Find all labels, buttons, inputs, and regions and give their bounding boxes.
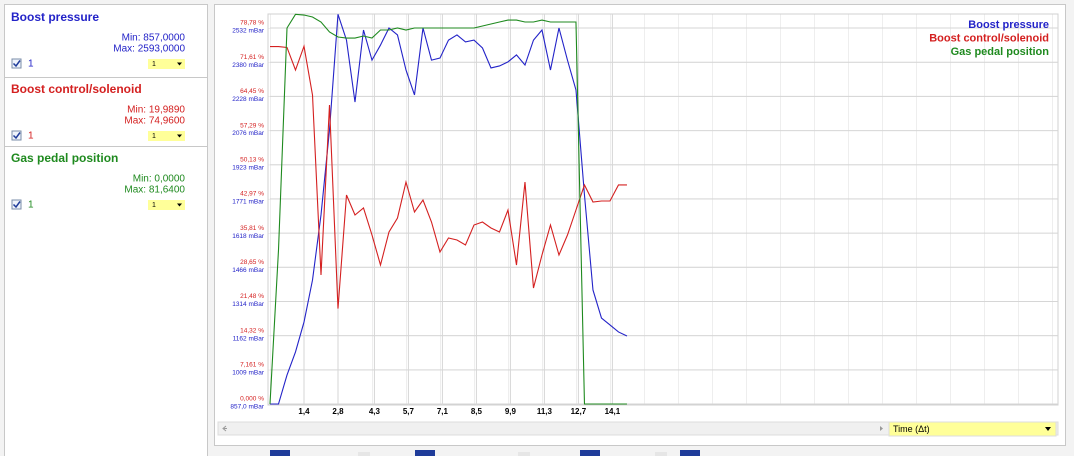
scroll-right-arrow[interactable] [880,426,883,431]
y-tick-label: 28,65 % [240,259,264,266]
x-tick-label: 9,9 [505,407,517,416]
y-tick-label: 78,78 % [240,20,264,27]
checkbox-label: 1 [28,59,34,70]
x-tick-label: 1,4 [298,407,310,416]
checkbox[interactable] [11,58,22,69]
x-tick-label: 5,7 [403,407,415,416]
x-tick-label: 11,3 [537,407,553,416]
y-tick-label: 7,161 % [240,362,264,369]
panel-min: Min: 19,9890 [127,105,185,116]
y-tick-label: 0,000 % [240,396,264,403]
checkbox-check [12,60,21,68]
y-tick-label: 14,32 % [240,327,264,334]
panel-min: Min: 0,0000 [133,174,186,185]
toolbar-icon[interactable] [358,452,370,456]
checkbox-label: 1 [28,200,34,211]
toolbar-icon[interactable] [580,450,600,456]
y2-tick-label: 857,0 mBar [230,404,264,411]
y-tick-label: 21,48 % [240,293,264,300]
dropdown-value: 1 [152,61,156,68]
toolbar-icon[interactable] [680,450,700,456]
y-tick-label: 50,13 % [240,156,264,163]
dropdown-value: 1 [152,202,156,209]
checkbox[interactable] [11,130,22,141]
checkbox-check [12,201,21,209]
panel-max: Max: 81,6400 [124,185,185,196]
checkbox-check [12,132,21,140]
y2-tick-label: 1771 mBar [232,199,265,206]
y2-tick-label: 1466 mBar [232,267,265,274]
panel-min: Min: 857,0000 [122,33,186,44]
left-panel [4,4,208,456]
series-line [269,13,627,405]
dropdown[interactable] [148,59,185,69]
dropdown-arrow [177,62,182,66]
panel-max: Max: 2593,0000 [113,44,185,55]
toolbar-icon[interactable] [415,450,435,456]
y-tick-label: 42,97 % [240,191,264,198]
x-tick-label: 2,8 [332,407,344,416]
y-tick-label: 64,45 % [240,88,264,95]
toolbar-icon[interactable] [655,452,667,456]
dropdown-value: 1 [152,133,156,140]
x-tick-label: 4,3 [369,407,381,416]
scrollbar[interactable] [217,421,1059,436]
y2-tick-label: 2076 mBar [232,130,265,137]
legend-entry: Gas pedal position [951,46,1050,58]
legend-entry: Boost control/solenoid [929,32,1049,44]
y2-tick-label: 1923 mBar [232,164,265,171]
y2-tick-label: 2532 mBar [232,28,265,35]
x-axis-selector[interactable] [888,421,1057,437]
y2-tick-label: 1162 mBar [233,335,265,342]
panel-title: Gas pedal position [11,151,118,165]
y2-tick-label: 1314 mBar [232,301,265,308]
y-tick-label: 57,29 % [240,122,264,129]
x-axis-selector-label: Time (Δt) [893,424,930,434]
y2-tick-label: 1618 mBar [232,233,265,240]
x-tick-label: 8,5 [471,407,483,416]
panel-title: Boost control/solenoid [11,82,142,96]
dropdown-arrow [1045,427,1051,431]
panel-title: Boost pressure [11,10,99,24]
dropdown[interactable] [148,131,185,141]
checkbox[interactable] [11,199,22,210]
dropdown-arrow [177,203,182,207]
y2-tick-label: 2228 mBar [232,96,265,103]
dropdown[interactable] [148,200,185,210]
legend-entry: Boost pressure [968,19,1049,31]
y2-tick-label: 1009 mBar [232,370,265,377]
x-tick-label: 12,7 [571,407,587,416]
y2-tick-label: 2380 mBar [232,62,265,69]
panel-max: Max: 74,9600 [124,116,185,127]
plot-area [267,13,1059,406]
dropdown-arrow [177,134,182,138]
x-tick-label: 7,1 [437,407,449,416]
toolbar-icon[interactable] [270,450,290,456]
scroll-left-arrow[interactable] [222,425,227,432]
y-tick-label: 71,61 % [240,54,264,61]
x-tick-label: 14,1 [605,407,621,416]
series-line [270,44,627,309]
y-tick-label: 35,81 % [240,225,264,232]
series-line [270,14,628,405]
toolbar-icon[interactable] [518,452,530,456]
checkbox-label: 1 [28,131,34,142]
